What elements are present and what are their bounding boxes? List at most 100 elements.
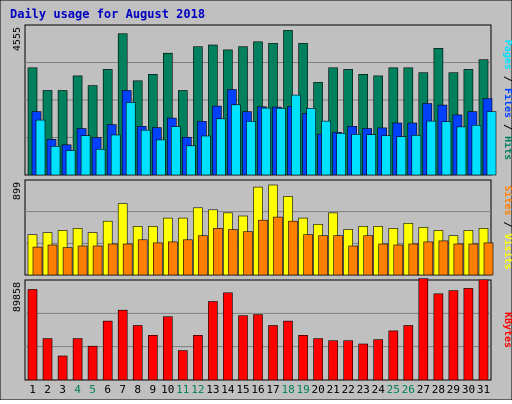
bar-pages-day-29 [456, 126, 467, 176]
bar-sites-day-15 [243, 231, 253, 276]
bar-pages-day-27 [426, 120, 437, 176]
axis-label-visits: Visits [502, 234, 512, 270]
bar-kbytes-day-10 [163, 316, 173, 381]
bar-sites-day-23 [363, 235, 374, 276]
bar-kbytes-day-24 [373, 339, 384, 381]
x-tick-label-day-8: 8 [134, 383, 141, 396]
bar-sites-day-7 [122, 243, 133, 276]
bar-sites-day-12 [198, 235, 208, 276]
x-tick-label-day-1: 1 [29, 383, 36, 396]
bar-sites-day-27 [423, 241, 434, 276]
bar-sites-day-28 [438, 240, 449, 276]
bar-pages-day-9 [156, 139, 166, 176]
bar-kbytes-day-18 [283, 320, 293, 381]
x-tick-label-day-28: 28 [432, 383, 445, 396]
bar-sites-day-29 [453, 243, 464, 276]
bar-pages-day-26 [411, 135, 422, 176]
x-tick-label-day-17: 17 [266, 383, 279, 396]
x-tick-label-day-6: 6 [104, 383, 111, 396]
bar-pages-day-4 [80, 135, 91, 176]
bar-sites-day-1 [32, 246, 43, 276]
bar-kbytes-day-20 [313, 338, 323, 381]
bar-sites-day-14 [228, 229, 238, 276]
axis-label: Pages / Files / Hits [502, 40, 512, 160]
bar-sites-day-21 [333, 235, 343, 276]
bar-pages-day-16 [261, 107, 271, 176]
bar-sites-day-22 [348, 245, 359, 276]
bar-sites-day-17 [273, 216, 283, 276]
y-max-label: 89858 [12, 282, 23, 312]
x-tick-label-day-14: 14 [221, 383, 235, 396]
bar-kbytes-day-26 [403, 325, 414, 381]
bar-pages-day-22 [351, 134, 362, 176]
bar-sites-day-6 [107, 243, 118, 276]
bar-kbytes-day-14 [223, 292, 233, 381]
axis-label-separator: / [502, 70, 512, 88]
bar-pages-day-19 [306, 108, 316, 176]
bar-pages-day-31 [486, 111, 497, 176]
bar-sites-day-19 [303, 234, 313, 276]
bar-pages-day-7 [125, 102, 136, 176]
bar-sites-day-8 [137, 239, 148, 276]
bar-pages-day-18 [291, 94, 301, 176]
x-tick-label-day-11: 11 [176, 383, 189, 396]
bar-sites-day-16 [258, 219, 268, 276]
x-tick-label-day-13: 13 [206, 383, 219, 396]
x-tick-label-day-26: 26 [402, 383, 415, 396]
x-tick-label-day-4: 4 [74, 383, 81, 396]
x-tick-label-day-16: 16 [251, 383, 264, 396]
x-tick-label-day-15: 15 [236, 383, 249, 396]
x-tick-label-day-30: 30 [462, 383, 475, 396]
bar-pages-day-6 [110, 134, 121, 176]
bar-kbytes-day-9 [148, 334, 158, 381]
bar-kbytes-day-13 [208, 301, 218, 381]
x-tick-label-day-31: 31 [477, 383, 490, 396]
x-tick-label-day-19: 19 [296, 383, 309, 396]
bar-pages-day-8 [140, 129, 151, 176]
bar-sites-day-10 [168, 241, 178, 276]
x-tick-label-day-3: 3 [59, 383, 66, 396]
bar-kbytes-day-12 [193, 334, 203, 381]
axis-label-hits: Hits [502, 136, 512, 160]
bar-sites-day-31 [483, 242, 494, 276]
axis-label-separator: / [502, 215, 512, 233]
bar-kbytes-day-23 [358, 343, 369, 381]
axis-label-sites: Sites [502, 185, 512, 215]
bar-kbytes-day-21 [328, 340, 338, 381]
bar-kbytes-day-29 [448, 290, 459, 381]
bar-kbytes-day-19 [298, 334, 308, 381]
bar-kbytes-day-16 [253, 314, 263, 381]
x-tick-label-day-10: 10 [161, 383, 174, 396]
bar-pages-day-10 [171, 126, 181, 176]
x-tick-label-day-22: 22 [342, 383, 355, 396]
bar-kbytes-day-28 [433, 293, 444, 381]
bar-kbytes-day-25 [388, 330, 399, 381]
x-tick-label-day-9: 9 [149, 383, 156, 396]
axis-label-kbytes: KBytes [502, 312, 512, 348]
x-tick-label-day-7: 7 [119, 383, 126, 396]
bar-sites-day-4 [77, 245, 88, 276]
x-tick-label-day-21: 21 [327, 383, 340, 396]
bar-sites-day-13 [213, 228, 223, 276]
bar-pages-day-12 [201, 135, 211, 176]
bar-pages-day-24 [381, 135, 392, 176]
bar-sites-day-9 [153, 242, 163, 276]
bar-pages-day-25 [396, 136, 407, 176]
bar-kbytes-day-27 [418, 278, 429, 381]
bar-sites-day-5 [92, 245, 103, 276]
bar-sites-day-24 [378, 243, 389, 276]
x-tick-label-day-24: 24 [372, 383, 386, 396]
bar-pages-day-15 [246, 121, 256, 176]
bar-sites-day-11 [183, 239, 193, 276]
bar-kbytes-day-4 [72, 338, 83, 381]
bar-sites-day-26 [408, 243, 419, 276]
x-tick-label-day-29: 29 [447, 383, 460, 396]
bar-kbytes-day-8 [132, 325, 143, 381]
axis-label-separator: / [502, 118, 512, 136]
axis-label-pages: Pages [502, 40, 512, 70]
chart-title: Daily usage for August 2018 [10, 7, 205, 21]
bar-pages-day-30 [471, 125, 482, 176]
bar-sites-day-18 [288, 220, 298, 276]
